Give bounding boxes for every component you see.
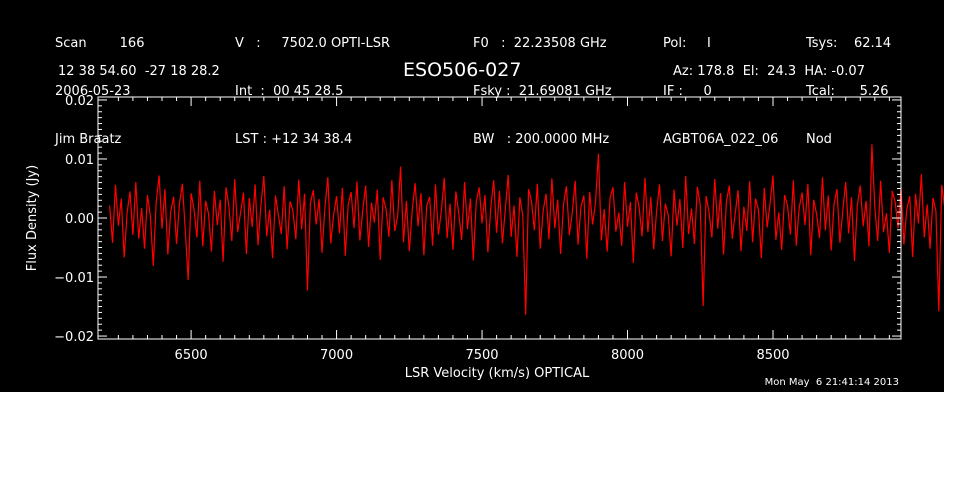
header-col1: Scan 166 2006-05-23 Jim Braatz — [55, 4, 144, 180]
observation-date: 2006-05-23 — [55, 84, 131, 99]
y-tick-label: −0.02 — [54, 330, 94, 345]
velocity-value: V : 7502.0 OPTI-LSR — [235, 36, 391, 51]
rest-frequency: F0 : 22.23508 GHz — [473, 36, 607, 51]
integration-time: Int : 00 45 28.5 — [235, 84, 344, 99]
x-tick-label: 8000 — [611, 348, 644, 363]
x-tick-label: 8500 — [756, 348, 789, 363]
header-col2: V : 7502.0 OPTI-LSR Int : 00 45 28.5 LST… — [235, 4, 390, 180]
x-tick-label: 6500 — [175, 348, 208, 363]
if-number: IF : 0 — [663, 84, 712, 99]
source-name: ESO506-027 — [403, 59, 522, 81]
polarization: Pol: I — [663, 36, 711, 51]
bandwidth: BW : 200.0000 MHz — [473, 132, 610, 147]
pointing-info: Az: 178.8 El: 24.3 HA: -0.07 — [673, 64, 865, 79]
y-tick-label: 0.00 — [65, 212, 94, 227]
observer-name: Jim Braatz — [55, 132, 122, 147]
y-axis-label: Flux Density (Jy) — [25, 165, 40, 271]
x-tick-label: 7000 — [320, 348, 353, 363]
y-tick-label: 0.02 — [65, 94, 94, 109]
y-tick-label: −0.01 — [54, 271, 94, 286]
y-tick-label: 0.01 — [65, 153, 94, 168]
spectrum-plot-window: Scan 166 2006-05-23 Jim Braatz V : 7502.… — [0, 0, 944, 392]
spectrum-series-line — [109, 144, 944, 315]
header-col3: F0 : 22.23508 GHz Fsky : 21.69081 GHz BW… — [473, 4, 612, 180]
plot-timestamp: Mon May 6 21:41:14 2013 — [764, 377, 899, 388]
x-tick-label: 7500 — [465, 348, 498, 363]
observing-mode: Nod — [806, 132, 832, 147]
scan-number: Scan 166 — [55, 36, 145, 51]
tcal-value: Tcal: 5.26 — [806, 84, 889, 99]
header-col4: Pol: I IF : 0 AGBT06A_022_06 — [663, 4, 778, 180]
header-col5: Tsys: 62.14 Tcal: 5.26 Nod — [806, 4, 891, 180]
x-axis-label: LSR Velocity (km/s) OPTICAL — [405, 366, 590, 381]
sky-frequency: Fsky : 21.69081 GHz — [473, 84, 612, 99]
source-coordinates: 12 38 54.60 -27 18 28.2 — [58, 64, 220, 79]
series-layer — [109, 144, 944, 315]
lst-value: LST : +12 34 38.4 — [235, 132, 353, 147]
tsys-value: Tsys: 62.14 — [806, 36, 892, 51]
spectrum-chart: 6500 7000 7500 8000 8500 −0.02 −0.01 0.00 0.01 0.… — [25, 94, 944, 381]
project-id: AGBT06A_022_06 — [663, 132, 779, 147]
ticks-layer: 6500 7000 7500 8000 8500 −0.02 −0.01 0.00 0.01 0.… — [54, 94, 901, 363]
